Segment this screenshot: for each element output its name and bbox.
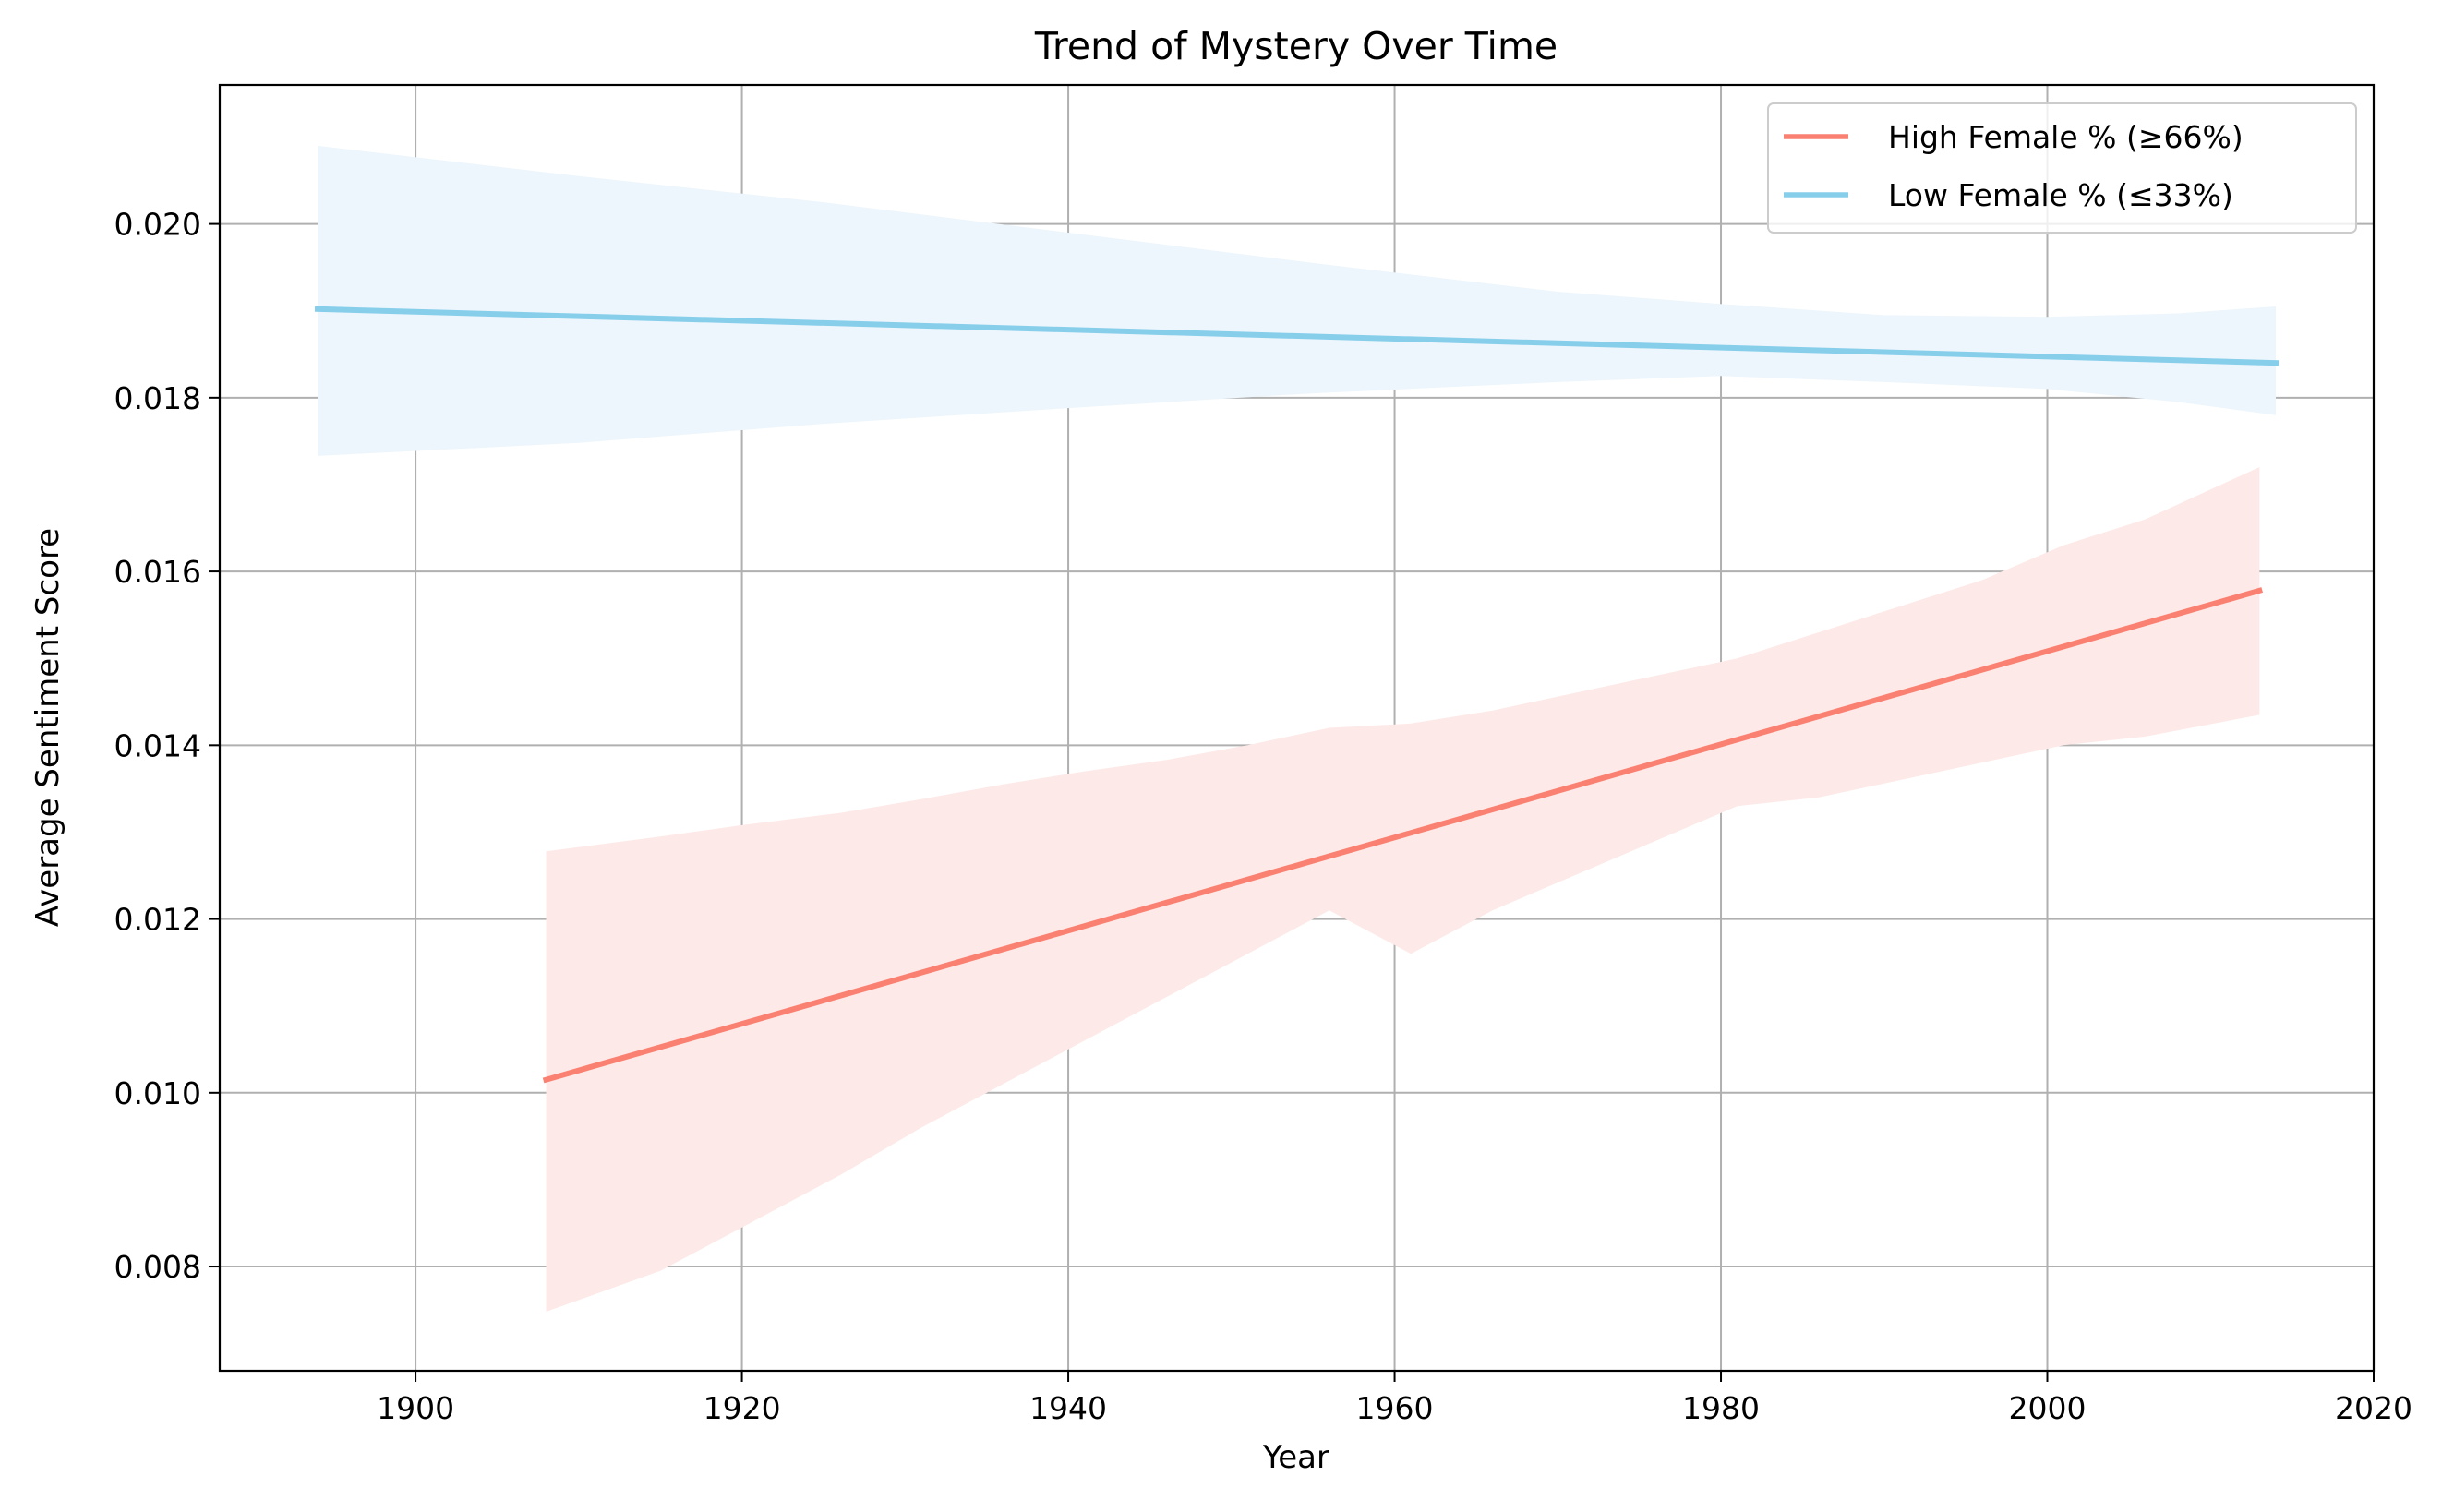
x-tick-label: 1920: [704, 1390, 781, 1426]
x-tick-label: 1960: [1356, 1390, 1434, 1426]
y-tick-label: 0.016: [114, 554, 201, 590]
x-tick-label: 1980: [1682, 1390, 1760, 1426]
series-line-high-female: [542, 587, 2264, 1084]
legend-box: [1767, 102, 2357, 234]
confidence-band-high-female: [546, 467, 2260, 1313]
x-axis-label: Year: [1262, 1439, 1329, 1476]
y-tick-label: 0.014: [114, 727, 201, 763]
chart-title: Trend of Mystery Over Time: [1034, 24, 1558, 68]
legend-label-low-female: Low Female % (≤33%): [1888, 177, 2233, 213]
x-tick-label: 1900: [377, 1390, 454, 1426]
series-lines: [314, 306, 2280, 1084]
y-tick-label: 0.020: [114, 207, 201, 243]
x-tick-label: 2000: [2009, 1390, 2087, 1426]
x-axis: 1900 1920 1940 1960 1980 2000 2020: [377, 1371, 2412, 1426]
plot-frame: [218, 83, 2376, 1373]
confidence-band-low-female: [318, 145, 2276, 456]
series-line-low-female: [314, 306, 2280, 366]
y-axis: 0.008 0.010 0.012 0.014 0.016 0.018 0.020: [114, 207, 220, 1285]
confidence-bands: [318, 145, 2276, 1313]
legend-label-high-female: High Female % (≥66%): [1888, 119, 2244, 155]
x-tick-label: 1940: [1029, 1390, 1107, 1426]
legend: High Female % (≥66%) Low Female % (≤33%): [1767, 102, 2357, 234]
y-tick-label: 0.010: [114, 1075, 201, 1111]
y-tick-label: 0.018: [114, 380, 201, 416]
y-tick-label: 0.012: [114, 902, 201, 938]
y-axis-label: Average Sentiment Score: [30, 528, 66, 927]
y-tick-label: 0.008: [114, 1249, 201, 1285]
x-tick-label: 2020: [2335, 1390, 2412, 1426]
